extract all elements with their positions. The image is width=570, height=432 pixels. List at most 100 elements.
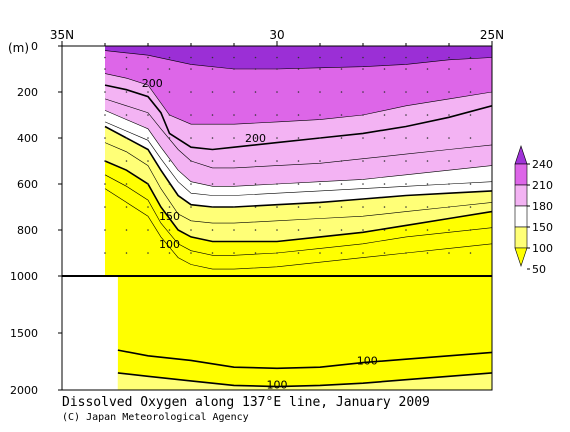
sample-point bbox=[276, 114, 278, 116]
sample-point bbox=[448, 160, 450, 162]
sample-point bbox=[211, 137, 214, 139]
sample-point bbox=[168, 252, 171, 254]
sample-point bbox=[448, 206, 450, 208]
lower-panel-fill bbox=[117, 276, 492, 390]
sample-point bbox=[276, 206, 278, 208]
colorbar-segment bbox=[514, 163, 528, 186]
sample-point bbox=[190, 91, 192, 93]
sample-point bbox=[104, 206, 106, 208]
sample-point bbox=[448, 137, 450, 139]
sample-point bbox=[233, 114, 235, 116]
lower-panel-contours bbox=[117, 349, 492, 388]
sample-point bbox=[319, 252, 321, 254]
y-tick-label: 1000 bbox=[10, 270, 38, 283]
sample-point bbox=[211, 252, 214, 254]
contour-line-100 bbox=[104, 160, 492, 243]
colorbar-segment bbox=[514, 205, 528, 228]
sample-point bbox=[104, 252, 106, 254]
contour-label: 150 bbox=[159, 210, 180, 223]
sample-point bbox=[125, 183, 128, 185]
depth-unit-label: (m) bbox=[8, 41, 29, 55]
sample-point bbox=[469, 160, 472, 162]
sample-point bbox=[276, 56, 278, 59]
sample-point bbox=[254, 91, 257, 93]
sample-point bbox=[233, 252, 235, 254]
sample-point bbox=[168, 114, 171, 116]
sample-point bbox=[362, 252, 364, 254]
sample-point bbox=[319, 206, 321, 208]
sample-point bbox=[383, 56, 386, 59]
sample-point bbox=[254, 183, 257, 185]
sample-point bbox=[297, 137, 300, 139]
sample-point bbox=[276, 229, 278, 231]
colorbar-label: 210 bbox=[532, 179, 553, 192]
sample-point bbox=[426, 206, 429, 208]
contour-labels: 200 200 150 100 100 100 bbox=[142, 77, 378, 391]
contour-line-200 bbox=[104, 84, 492, 151]
contour-label: 100 bbox=[267, 378, 288, 391]
sample-point bbox=[340, 137, 343, 139]
sample-point bbox=[168, 206, 171, 208]
contour-line-150 bbox=[104, 125, 492, 208]
sample-point bbox=[362, 183, 364, 185]
sample-point bbox=[125, 229, 128, 231]
contour-line-180 bbox=[104, 110, 492, 187]
sample-point bbox=[469, 91, 472, 93]
colorbar-segment bbox=[514, 226, 528, 249]
sample-point bbox=[340, 160, 343, 162]
sample-point bbox=[211, 91, 214, 93]
sample-point bbox=[104, 183, 106, 185]
sample-point bbox=[147, 68, 149, 70]
x-tick-label: 25N bbox=[480, 28, 504, 42]
sample-point bbox=[211, 183, 214, 185]
sample-point bbox=[190, 206, 192, 208]
sample-point bbox=[104, 114, 106, 116]
sample-point bbox=[276, 137, 278, 139]
sample-point bbox=[319, 68, 321, 70]
sample-point bbox=[405, 91, 407, 93]
sample-point bbox=[448, 91, 450, 93]
sample-point bbox=[362, 68, 364, 70]
sample-point bbox=[405, 229, 407, 231]
sample-point bbox=[297, 206, 300, 208]
sample-point bbox=[383, 137, 386, 139]
sample-point bbox=[276, 160, 278, 162]
contour-label: 200 bbox=[142, 77, 163, 90]
sample-point bbox=[190, 160, 192, 162]
sample-point bbox=[340, 206, 343, 208]
sample-point bbox=[147, 206, 149, 208]
sample-point bbox=[125, 160, 128, 162]
sample-point bbox=[254, 229, 257, 231]
sample-point bbox=[168, 56, 171, 59]
y-tick-label: 400 bbox=[17, 132, 38, 145]
sample-point bbox=[340, 252, 343, 254]
sample-point bbox=[383, 160, 386, 162]
sample-point bbox=[168, 137, 171, 139]
sample-point bbox=[276, 183, 278, 185]
sample-point bbox=[276, 91, 278, 93]
sample-point bbox=[104, 160, 106, 162]
sample-point bbox=[254, 160, 257, 162]
sample-point bbox=[426, 229, 429, 231]
sample-point bbox=[469, 229, 472, 231]
sample-point bbox=[254, 137, 257, 139]
sample-point bbox=[426, 160, 429, 162]
sample-point bbox=[104, 137, 106, 139]
sample-point bbox=[233, 206, 235, 208]
sample-point bbox=[147, 114, 149, 116]
sample-point bbox=[254, 68, 257, 70]
sample-point bbox=[340, 56, 343, 59]
sample-point bbox=[125, 91, 128, 93]
sample-point bbox=[190, 229, 192, 231]
sample-point bbox=[233, 56, 235, 59]
colorbar-label: 180 bbox=[532, 200, 553, 213]
sample-point bbox=[147, 252, 149, 254]
sample-point bbox=[211, 56, 214, 59]
colorbar-arrow-top bbox=[514, 145, 528, 165]
sample-point bbox=[426, 183, 429, 185]
sample-point bbox=[362, 56, 364, 59]
sample-point bbox=[125, 114, 128, 116]
sample-point bbox=[383, 206, 386, 208]
sample-point bbox=[340, 114, 343, 116]
sample-point bbox=[426, 114, 429, 116]
